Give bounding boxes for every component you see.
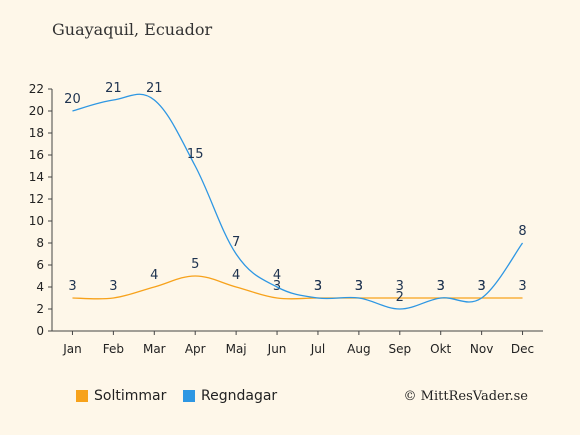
data-label-soltimmar-jan: 3 bbox=[68, 279, 76, 294]
data-label-regndagar-feb: 21 bbox=[105, 81, 122, 96]
data-label-soltimmar-feb: 3 bbox=[109, 279, 117, 294]
x-tick-label-Apr: Apr bbox=[185, 342, 206, 356]
x-tick-label-Feb: Feb bbox=[103, 342, 124, 356]
y-tick-label-14: 14 bbox=[29, 170, 44, 184]
y-tick-label-4: 4 bbox=[36, 280, 44, 294]
data-label-regndagar-jul: 3 bbox=[314, 279, 322, 294]
y-tick-label-2: 2 bbox=[36, 302, 44, 316]
x-tick-label-Jul: Jul bbox=[310, 342, 325, 356]
y-tick-label-18: 18 bbox=[29, 126, 44, 140]
data-label-soltimmar-sep: 3 bbox=[396, 279, 404, 294]
x-tick-label-Nov: Nov bbox=[470, 342, 493, 356]
legend-regndagar: Regndagar bbox=[183, 388, 277, 404]
credit-text: © MittResVader.se bbox=[403, 389, 528, 404]
series-line-soltimmar bbox=[72, 275, 523, 300]
y-tick-label-20: 20 bbox=[29, 104, 44, 118]
legend-soltimmar: Soltimmar bbox=[76, 388, 166, 404]
y-tick-label-8: 8 bbox=[36, 236, 44, 250]
data-label-regndagar-jun: 4 bbox=[273, 268, 281, 283]
legend-label-regndagar: Regndagar bbox=[201, 388, 278, 404]
series-line-regndagar bbox=[72, 93, 524, 310]
data-label-regndagar-jan: 20 bbox=[64, 92, 81, 107]
data-label-regndagar-maj: 7 bbox=[232, 235, 240, 250]
data-label-regndagar-sep: 2 bbox=[396, 290, 404, 305]
data-label-regndagar-dec: 8 bbox=[518, 224, 526, 239]
x-tick-label-Sep: Sep bbox=[388, 342, 411, 356]
data-label-regndagar-okt: 3 bbox=[437, 279, 445, 294]
data-label-soltimmar-aug: 3 bbox=[355, 279, 363, 294]
data-label-regndagar-mar: 21 bbox=[146, 81, 163, 96]
legend-swatch-soltimmar bbox=[76, 390, 88, 402]
legend-label-soltimmar: Soltimmar bbox=[94, 388, 167, 404]
y-tick-label-22: 22 bbox=[29, 82, 44, 96]
y-tick-label-6: 6 bbox=[36, 258, 44, 272]
data-label-soltimmar-nov: 3 bbox=[477, 279, 485, 294]
data-label-soltimmar-okt: 3 bbox=[437, 279, 445, 294]
legend-swatch-regndagar bbox=[183, 390, 195, 402]
data-label-regndagar-apr: 15 bbox=[187, 147, 204, 162]
data-label-soltimmar-dec: 3 bbox=[518, 279, 526, 294]
y-tick-label-10: 10 bbox=[29, 214, 44, 228]
data-label-soltimmar-maj: 4 bbox=[232, 268, 240, 283]
data-label-soltimmar-apr: 5 bbox=[191, 257, 199, 272]
data-label-soltimmar-mar: 4 bbox=[150, 268, 158, 283]
x-tick-label-Jun: Jun bbox=[267, 342, 287, 356]
data-label-regndagar-aug: 3 bbox=[355, 279, 363, 294]
y-tick-label-12: 12 bbox=[29, 192, 44, 206]
x-tick-label-Dec: Dec bbox=[511, 342, 534, 356]
page-title: Guayaquil, Ecuador bbox=[52, 20, 213, 39]
x-tick-label-Jan: Jan bbox=[62, 342, 82, 356]
data-label-soltimmar-jul: 3 bbox=[314, 279, 322, 294]
data-label-regndagar-nov: 3 bbox=[477, 279, 485, 294]
x-tick-label-Okt: Okt bbox=[430, 342, 451, 356]
y-tick-label-0: 0 bbox=[36, 324, 44, 338]
y-tick-label-16: 16 bbox=[29, 148, 44, 162]
x-tick-label-Aug: Aug bbox=[347, 342, 370, 356]
x-tick-label-Maj: Maj bbox=[226, 342, 247, 356]
x-tick-label-Mar: Mar bbox=[143, 342, 166, 356]
